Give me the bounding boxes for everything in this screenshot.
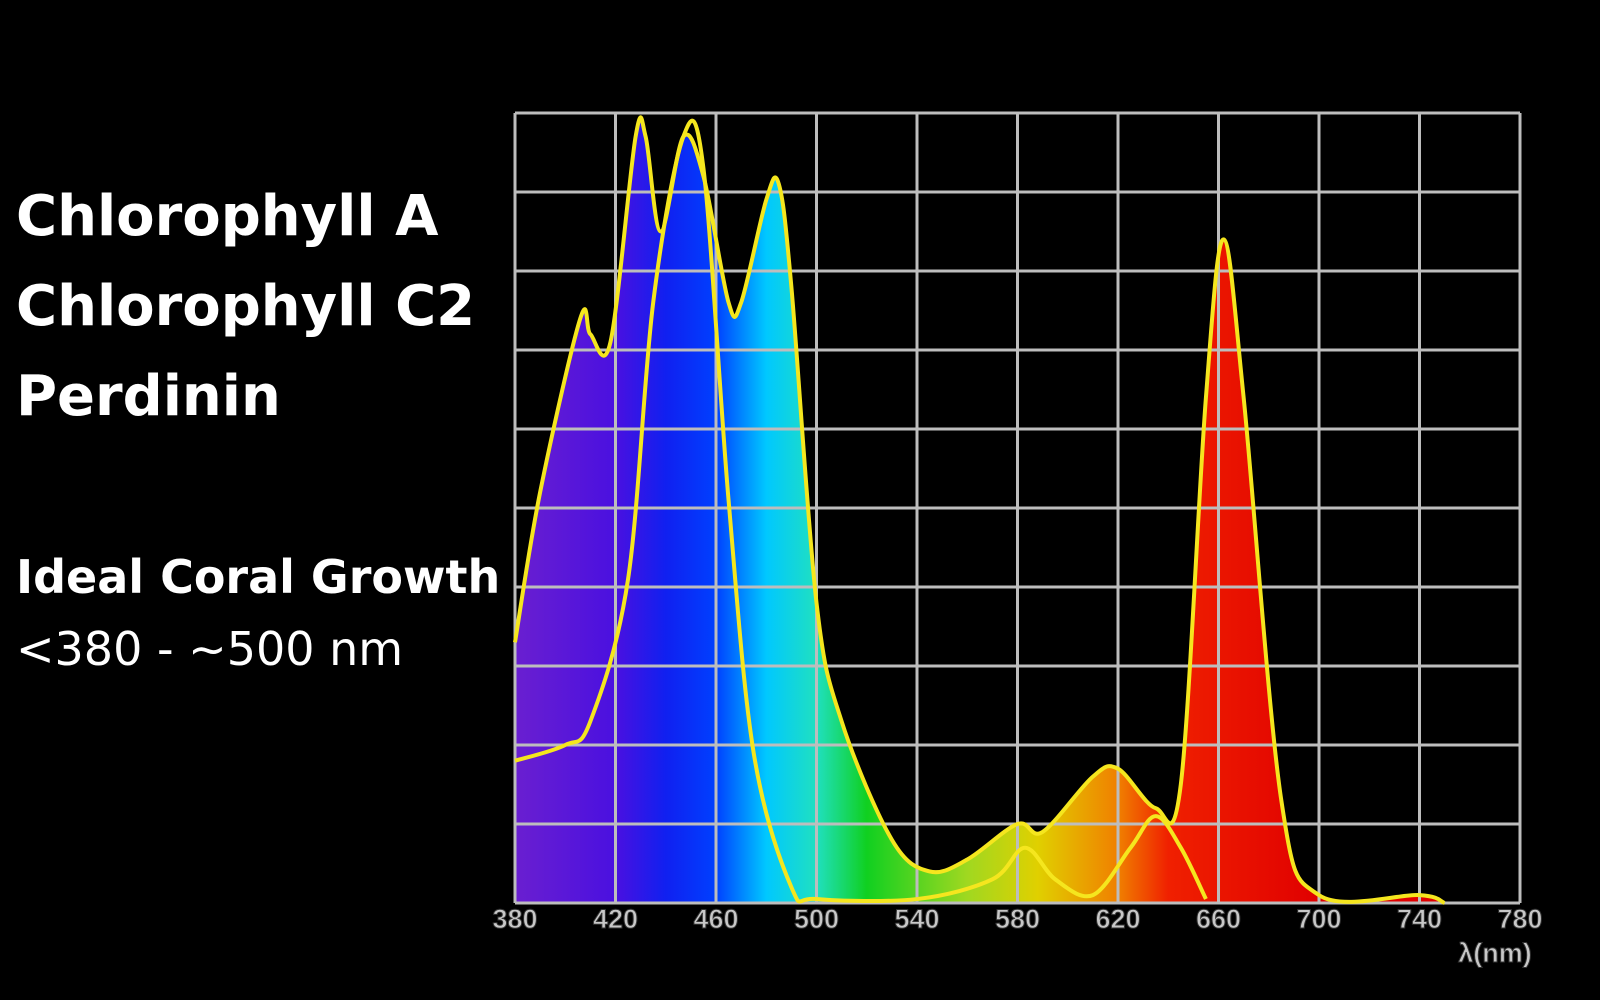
x-tick-label: 580 <box>995 904 1040 934</box>
x-tick-label: 460 <box>693 904 738 934</box>
line <box>514 118 1208 904</box>
x-tick-label: 700 <box>1296 904 1341 934</box>
x-tick-label: 740 <box>1397 904 1442 934</box>
plot: 380 420 460 500 540 580 620 660 700 740 780 <box>492 111 1543 935</box>
x-axis-label: λ(nm) <box>1458 938 1532 968</box>
line <box>513 115 1446 905</box>
x-tick-label: 380 <box>492 904 537 934</box>
note-text: <380 - ~500 nm <box>16 622 403 676</box>
x-tick-label: 660 <box>1196 904 1241 934</box>
pigment-label: Perdinin <box>16 364 281 429</box>
note-title: Ideal Coral Growth <box>16 550 500 604</box>
x-tick-label: 620 <box>1095 904 1140 934</box>
x-tick-label: 500 <box>794 904 839 934</box>
x-tick-label: 540 <box>894 904 939 934</box>
pigment-label: Chlorophyll A <box>16 184 439 249</box>
x-tick-label: 780 <box>1497 904 1542 934</box>
x-tick-label: 420 <box>593 904 638 934</box>
area <box>515 117 1445 904</box>
pigment-label: Chlorophyll C2 <box>16 274 475 339</box>
